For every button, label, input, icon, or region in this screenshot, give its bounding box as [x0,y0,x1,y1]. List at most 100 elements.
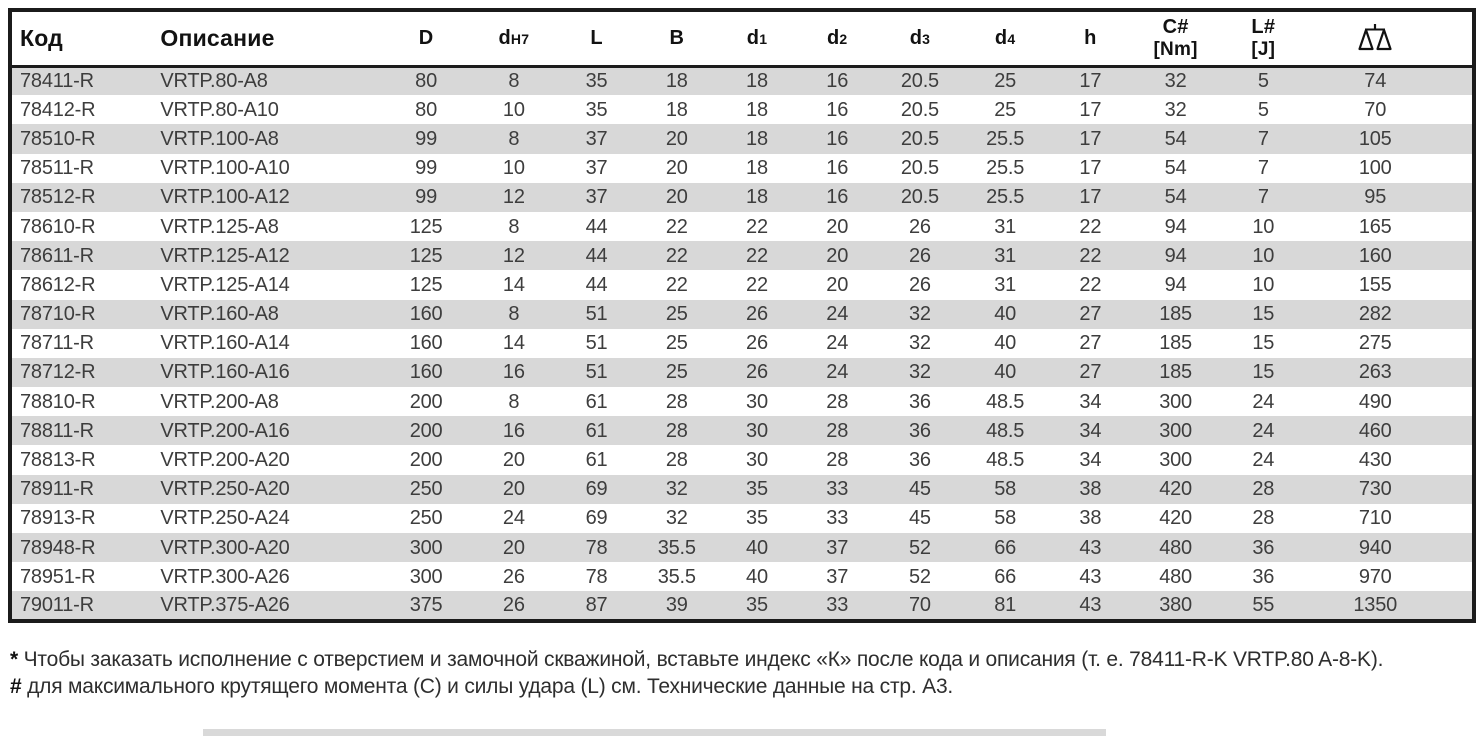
cell-D: 80 [415,98,438,121]
cell-C_Nm: 94 [1132,241,1219,271]
cell-weight: 940 [1308,533,1474,563]
table-row: 78610-R VRTP.125-A8 125 8 44 22 22 20 26 31 22 94 10… [10,212,1474,241]
cell-code: 78510-R [10,124,159,154]
cell-d3: 52 [908,565,931,588]
table-row: 78510-R VRTP.100-A8 99 8 37 20 18 16 20.5 25.5 17 5… [10,124,1474,154]
cell-d4: 40 [994,332,1017,355]
cell-D: 160 [380,299,472,329]
cell-B: 35.5 [657,565,696,588]
cell-code: 78810-R [20,390,96,413]
cell-h: 22 [1047,241,1133,271]
cell-d4: 40 [962,357,1048,388]
table-row: 78412-R VRTP.80-A10 80 10 35 18 18 16 20.5 25 17 32… [10,95,1474,124]
table-body: 78411-R VRTP.80-A8 80 8 35 18 18 16 20.5 25 17 32 5 7… [10,66,1474,621]
cell-h: 34 [1079,390,1102,413]
asterisk-marker: * [10,648,18,671]
cell-description: VRTP.100-A12 [158,182,381,212]
cell-d1: 40 [746,565,768,588]
cell-d4: 25 [994,98,1017,121]
cell-C_Nm: 300 [1159,449,1192,472]
cell-d4: 48.5 [986,390,1025,413]
cell-C_Nm: 185 [1132,357,1219,388]
cell-d3: 20.5 [900,98,939,121]
cell-dH7: 20 [471,533,557,563]
cell-d4: 58 [994,507,1017,530]
table-row: 78911-R VRTP.250-A20 250 20 69 32 35 33 45 58 38 42… [10,474,1474,504]
hash-marker: # [10,675,22,698]
cell-dH7: 16 [471,416,557,446]
column-header-d4: d4 [962,10,1048,68]
cell-h: 34 [1047,416,1133,446]
cell-description: VRTP.100-A10 [160,157,290,180]
cell-description: VRTP.300-A20 [158,533,381,563]
cell-h: 22 [1079,215,1102,238]
cell-weight: 100 [1358,157,1392,180]
cell-d1: 22 [746,273,768,296]
cell-L: 61 [585,449,608,472]
cell-d3: 36 [908,390,931,413]
cell-d2: 33 [797,474,878,504]
cell-L_J: 24 [1252,449,1275,472]
cell-d1: 30 [746,449,768,472]
cell-description: VRTP.300-A26 [160,565,290,588]
table-row: 78811-R VRTP.200-A16 200 16 61 28 30 28 36 48.5 34… [10,416,1474,446]
cell-dH7: 12 [471,241,557,271]
cell-L: 37 [556,124,637,154]
column-header-C_Nm: C# [Nm] [1132,10,1219,68]
cell-L: 61 [556,416,637,446]
cell-L: 37 [585,157,608,180]
cell-h: 43 [1047,533,1133,563]
cell-h: 34 [1079,449,1102,472]
cell-D: 160 [409,332,443,355]
cell-h: 43 [1047,591,1133,621]
cell-d3: 20.5 [877,66,963,96]
footnote-hash-text: для максимального крутящего момента (C) … [21,675,954,698]
cell-dH7: 14 [502,332,525,355]
cell-B: 20 [665,157,688,180]
cell-D: 200 [380,416,472,446]
cell-code: 79011-R [10,591,159,621]
cell-weight: 263 [1308,357,1474,388]
cell-L_J: 24 [1218,416,1309,446]
cell-d3: 26 [908,273,931,296]
cell-D: 200 [409,390,443,413]
column-header-h: h [1047,10,1133,68]
table-row: 78813-R VRTP.200-A20 200 20 61 28 30 28 36 48.5 34… [10,445,1474,474]
cell-d3: 45 [877,474,963,504]
cell-L: 61 [585,390,608,413]
cell-B: 35.5 [636,533,717,563]
cell-h: 38 [1047,474,1133,504]
cell-B: 28 [636,416,717,446]
cell-B: 32 [636,474,717,504]
cell-code: 78512-R [10,182,159,212]
cell-d3: 26 [908,215,931,238]
cell-L_J: 55 [1218,591,1309,621]
cell-h: 17 [1079,157,1102,180]
cell-B: 18 [665,98,688,121]
cell-B: 18 [636,66,717,96]
cell-d2: 20 [826,273,849,296]
cell-code: 78948-R [10,533,159,563]
cell-code: 78951-R [20,565,96,588]
cell-d3: 20.5 [877,182,963,212]
cell-C_Nm: 94 [1164,273,1187,296]
cell-code: 78412-R [20,98,96,121]
cell-d2: 33 [797,591,878,621]
cell-D: 375 [380,591,472,621]
cell-L_J: 10 [1252,273,1275,296]
cell-C_Nm: 185 [1132,299,1219,329]
cell-D: 99 [415,157,438,180]
cell-B: 25 [636,357,717,388]
cell-d1: 18 [716,182,798,212]
cell-L: 44 [585,273,608,296]
cell-d3: 32 [877,299,963,329]
cropped-next-section [203,729,1106,736]
cell-d1: 18 [746,157,768,180]
cell-d1: 22 [746,215,768,238]
table-row: 79011-R VRTP.375-A26 375 26 87 39 35 33 70 81 43 38… [10,591,1474,621]
cell-d1: 40 [716,533,798,563]
cell-C_Nm: 54 [1132,124,1219,154]
cell-L_J: 36 [1218,533,1309,563]
cell-weight: 430 [1358,449,1392,472]
cell-d2: 28 [826,449,849,472]
